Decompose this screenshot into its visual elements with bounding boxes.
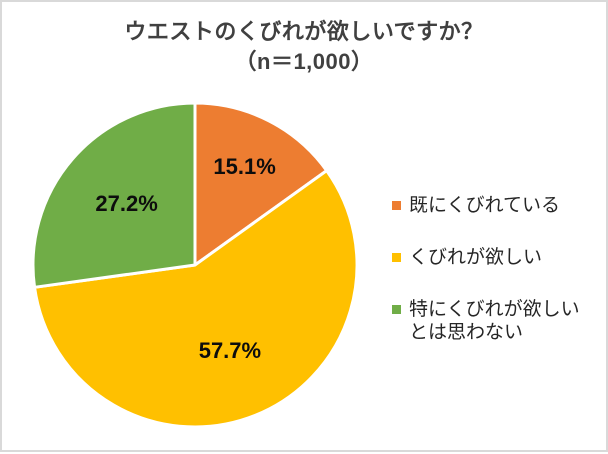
legend-marker-square: [392, 253, 401, 262]
legend-label: 既にくびれている: [409, 195, 561, 216]
legend-label: 特にくびれが欲しいとは思わない: [409, 299, 580, 343]
chart-title-question: ウエストのくびれが欲しいですか？: [124, 19, 484, 44]
legend: 既にくびれている くびれが欲しい 特にくびれが欲しいとは思わない: [392, 194, 592, 344]
pie-slice-2: [31, 101, 197, 289]
legend-marker-square: [392, 201, 401, 210]
legend-marker-square: [392, 305, 401, 314]
pie-slice-data-label: 57.7%: [199, 338, 261, 363]
legend-item-dont-want-waist: 特にくびれが欲しいとは思わない: [392, 298, 592, 344]
pie-slice-1: [33, 169, 359, 429]
pie-slice-0: [193, 101, 329, 267]
pie-slice-data-label: 15.1%: [213, 154, 275, 179]
chart-title-sample-size: （n＝1,000）: [234, 49, 374, 74]
chart-title: ウエストのくびれが欲しいですか？ （n＝1,000）: [2, 17, 606, 77]
legend-label: くびれが欲しい: [409, 247, 543, 268]
legend-item-want-waist: くびれが欲しい: [392, 246, 592, 269]
legend-item-already-waisted: 既にくびれている: [392, 194, 592, 217]
pie-slice-data-label: 27.2%: [95, 191, 157, 216]
